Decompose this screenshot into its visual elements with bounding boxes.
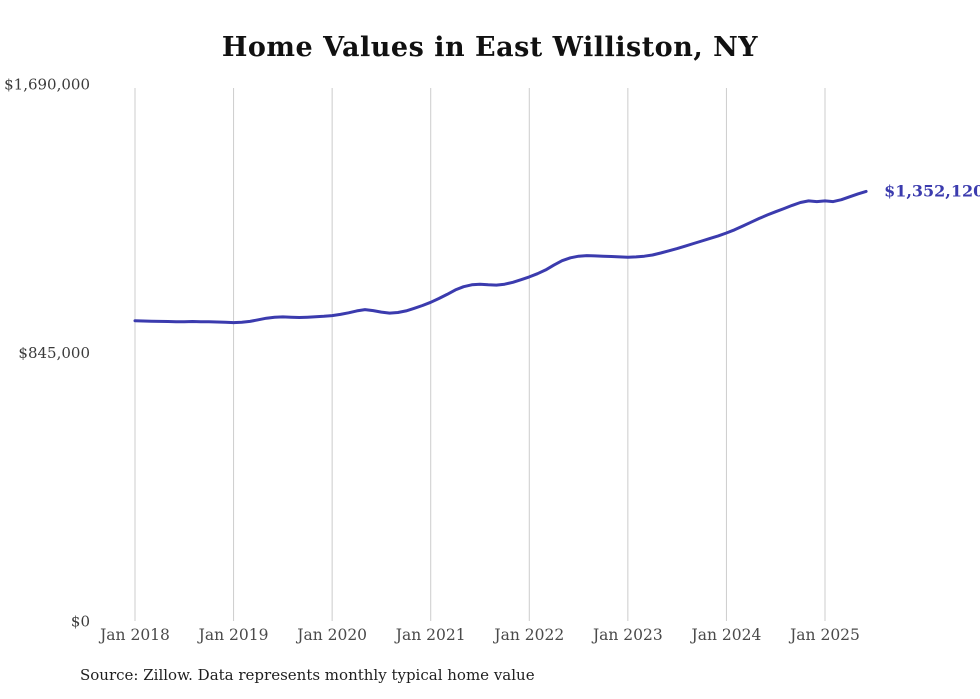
x-tick-label: Jan 2021	[394, 626, 466, 644]
x-tick-label: Jan 2018	[98, 626, 170, 644]
x-tick-label: Jan 2023	[591, 626, 663, 644]
source-note: Source: Zillow. Data represents monthly …	[80, 666, 535, 684]
y-tick-label: $845,000	[18, 344, 90, 362]
x-tick-label: Jan 2020	[295, 626, 367, 644]
x-tick-label: Jan 2019	[197, 626, 269, 644]
y-tick-label: $0	[71, 613, 90, 631]
x-tick-label: Jan 2024	[690, 626, 762, 644]
home-value-line	[133, 189, 868, 325]
x-tick-label: Jan 2025	[788, 626, 860, 644]
x-tick-label: Jan 2022	[492, 626, 564, 644]
end-value-label: $1,352,120	[884, 181, 980, 200]
chart-title: Home Values in East Williston, NY	[221, 32, 759, 63]
y-tick-label: $1,690,000	[4, 76, 90, 94]
